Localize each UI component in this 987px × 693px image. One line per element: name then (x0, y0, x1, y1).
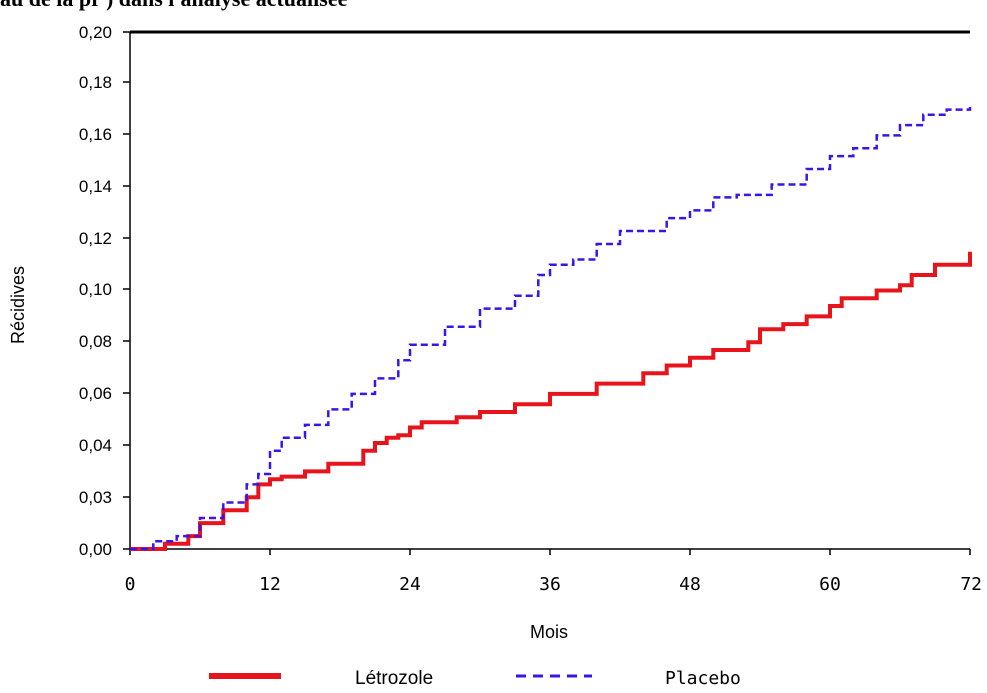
x-tick-label: 60 (819, 574, 841, 595)
x-tick-label: 24 (399, 574, 421, 595)
y-tick-label: 0,10 (79, 280, 112, 299)
series-line-placebo (130, 107, 972, 551)
y-tick-label: 0,04 (79, 436, 112, 455)
y-tick-label: 0,12 (79, 229, 112, 248)
x-axis-label: Mois (530, 622, 568, 642)
x-tick-label: 36 (539, 574, 561, 595)
x-tick-label: 12 (259, 574, 281, 595)
y-tick-label: 0,14 (79, 177, 112, 196)
y-tick-label: 0,16 (79, 125, 112, 144)
plot-area (130, 32, 970, 549)
y-tick-label: 0,06 (79, 384, 112, 403)
y-tick-label: 0,00 (79, 540, 112, 559)
y-tick-label: 0,20 (79, 23, 112, 42)
chart-title-fragment: au de la pr ) dans l'analyse actualisée (0, 0, 347, 12)
y-axis-label: Récidives (8, 266, 28, 344)
legend-label: Létrozole (355, 668, 433, 688)
x-tick-label: 72 (960, 574, 982, 595)
x-tick-label: 0 (125, 574, 136, 595)
x-tick-label: 48 (679, 574, 701, 595)
y-tick-label: 0,03 (79, 488, 112, 507)
y-tick-label: 0,08 (79, 332, 112, 351)
y-tick-label: 0,18 (79, 73, 112, 92)
legend-label: Placebo (665, 668, 741, 688)
